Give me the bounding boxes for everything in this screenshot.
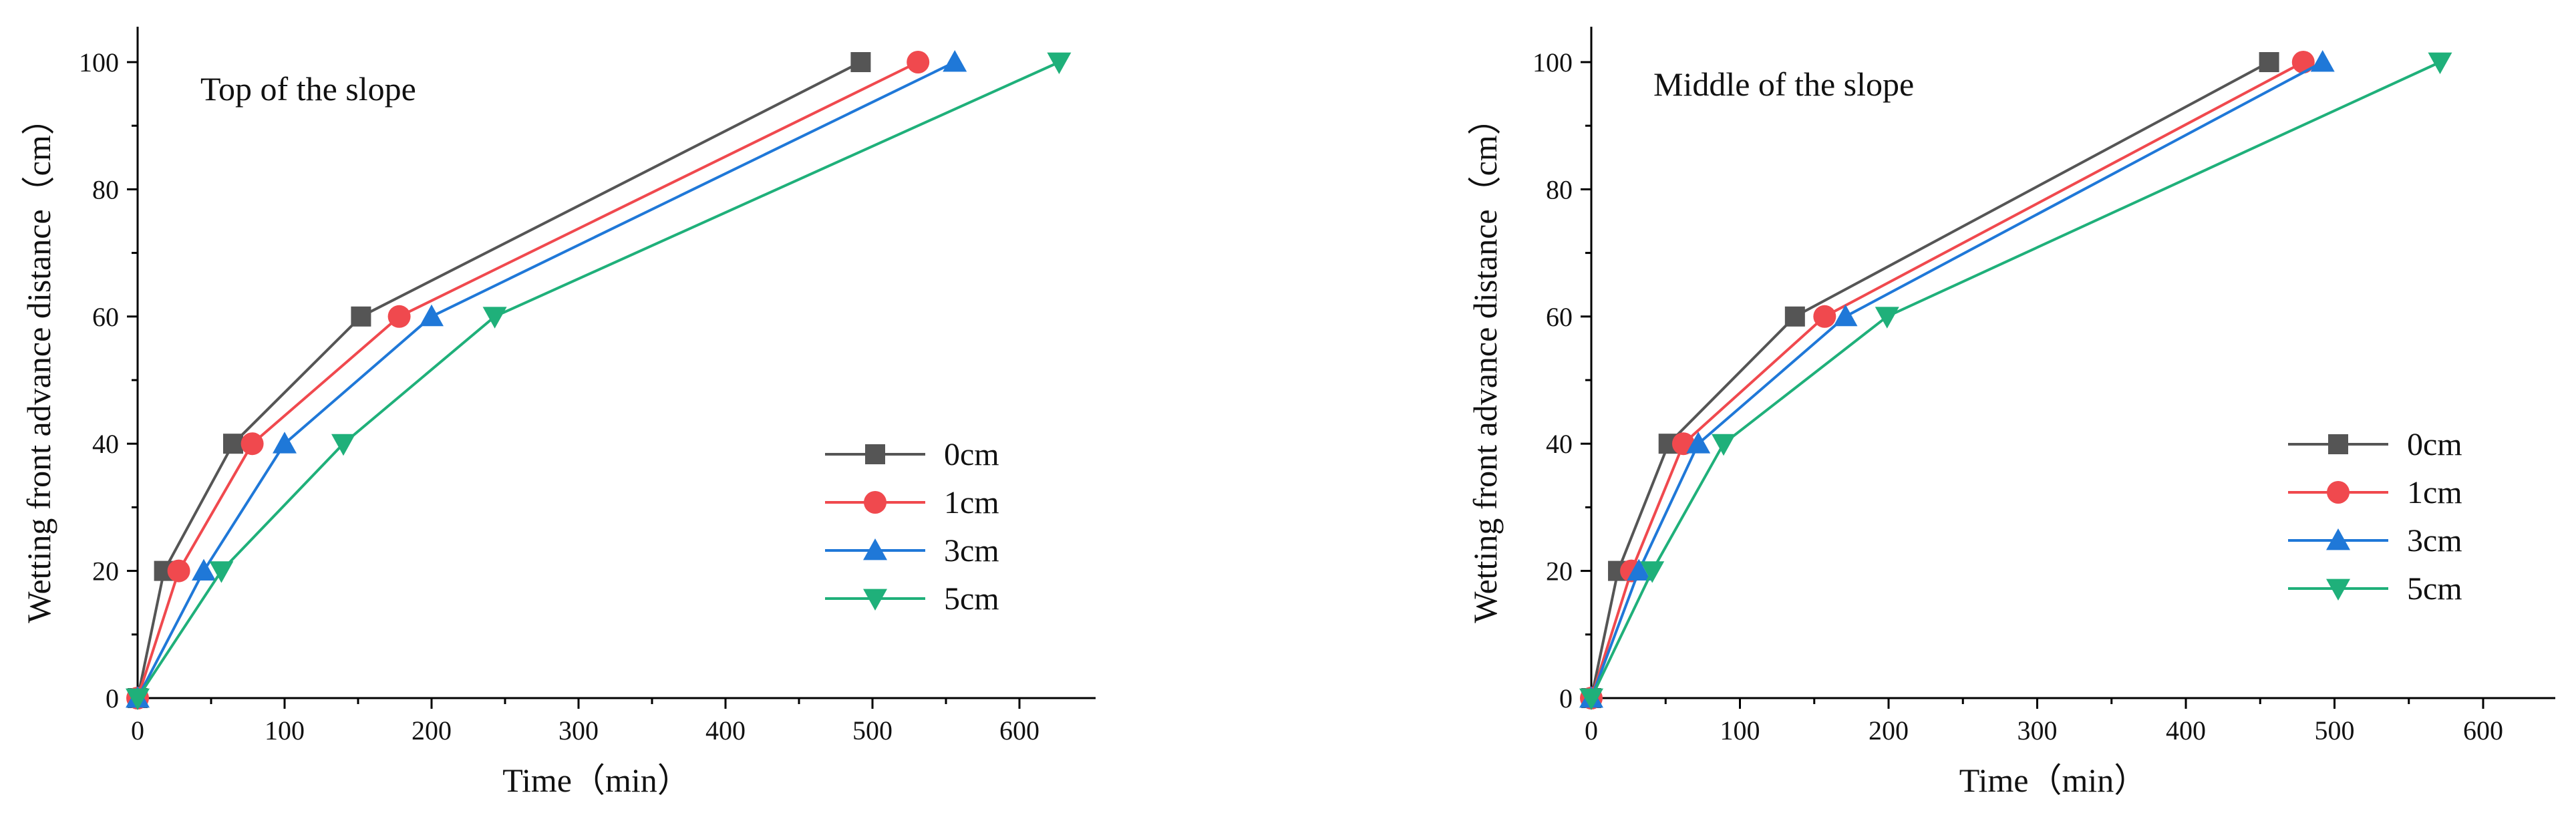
- y-tick-label: 80: [92, 174, 119, 204]
- legend-label-3cm: 3cm: [944, 533, 999, 568]
- data-point-0cm: [850, 52, 871, 72]
- y-axis-label: Wetting front advance distance（cm）: [1466, 102, 1504, 623]
- y-tick-label: 0: [1559, 683, 1573, 713]
- series-line-0cm: [136, 61, 862, 699]
- data-point-5cm: [209, 561, 234, 583]
- data-point-3cm: [943, 50, 967, 72]
- legend-label-3cm: 3cm: [2407, 523, 2462, 558]
- data-point-5cm: [126, 688, 150, 710]
- data-point-5cm: [482, 307, 507, 329]
- data-point-0cm: [351, 306, 371, 327]
- x-tick-label: 300: [558, 715, 599, 746]
- series-line-0cm: [1590, 61, 2270, 699]
- x-tick-label: 200: [1869, 715, 1909, 746]
- data-point-0cm: [2259, 52, 2279, 72]
- legend-label-1cm: 1cm: [2407, 475, 2462, 510]
- x-tick-label: 100: [1720, 715, 1760, 746]
- data-point-3cm: [192, 558, 216, 581]
- data-point-0cm: [223, 434, 243, 454]
- series-line-1cm: [136, 61, 919, 699]
- data-point-1cm: [2291, 51, 2315, 73]
- legend-marker-1cm: [864, 491, 887, 514]
- x-tick-label: 500: [2315, 715, 2355, 746]
- x-tick-label: 600: [2463, 715, 2503, 746]
- y-tick-label: 60: [92, 302, 119, 332]
- legend-label-0cm: 0cm: [944, 437, 999, 472]
- y-tick-label: 40: [92, 429, 119, 459]
- data-point-3cm: [1833, 304, 1858, 327]
- data-point-1cm: [907, 51, 930, 73]
- y-tick-label: 40: [1546, 429, 1573, 459]
- x-tick-label: 300: [2018, 715, 2058, 746]
- y-tick-label: 0: [106, 683, 119, 713]
- data-point-1cm: [387, 305, 411, 328]
- data-point-5cm: [1047, 52, 1072, 74]
- y-tick-label: 20: [1546, 556, 1573, 587]
- series-line-5cm: [1590, 61, 2441, 699]
- data-point-5cm: [331, 434, 355, 456]
- data-point-1cm: [167, 559, 190, 583]
- legend-label-5cm: 5cm: [944, 581, 999, 617]
- data-point-1cm: [1813, 305, 1836, 328]
- y-tick-label: 60: [1546, 302, 1573, 332]
- data-point-3cm: [1686, 432, 1711, 454]
- x-tick-label: 0: [1585, 715, 1598, 746]
- series-line-3cm: [136, 61, 956, 699]
- data-point-5cm: [2428, 52, 2452, 74]
- legend-marker-0cm: [865, 444, 885, 464]
- chart-panel-2: 0 100 200 300 400 500 600 0 20 40 60 80 100 Time（min）…: [1466, 27, 2555, 799]
- x-axis-label: Time（min）: [1959, 762, 2148, 799]
- x-axis-label: Time（min）: [502, 762, 691, 799]
- y-tick-label: 20: [92, 556, 119, 587]
- legend-marker-3cm: [2326, 528, 2350, 550]
- series-line-5cm: [136, 61, 1060, 699]
- x-tick-label: 100: [265, 715, 305, 746]
- series-line-1cm: [1590, 61, 2304, 699]
- x-tick-label: 600: [999, 715, 1039, 746]
- data-point-3cm: [1627, 558, 1651, 581]
- y-tick-label: 100: [1533, 47, 1573, 77]
- chart-title: Middle of the slope: [1653, 65, 1914, 103]
- chart-title: Top of the slope: [200, 70, 416, 108]
- chart-panel-1: 0 100 200 300 400 500 600 0 20 40 60 80 100 Time（min）…: [20, 27, 1096, 799]
- x-tick-label: 400: [2166, 715, 2206, 746]
- legend-marker-5cm: [863, 589, 887, 611]
- y-axis-label: Wetting front advance distance（cm）: [20, 102, 57, 623]
- legend-marker-5cm: [2326, 579, 2350, 601]
- data-point-0cm: [1784, 306, 1805, 327]
- legend-label-5cm: 5cm: [2407, 571, 2462, 607]
- legend-label-1cm: 1cm: [944, 485, 999, 520]
- data-point-5cm: [1712, 434, 1736, 456]
- legend-marker-0cm: [2328, 434, 2348, 454]
- data-point-1cm: [240, 432, 264, 456]
- x-tick-label: 500: [852, 715, 893, 746]
- data-point-5cm: [1640, 561, 1665, 583]
- y-tick-label: 100: [79, 47, 119, 77]
- x-tick-label: 0: [131, 715, 144, 746]
- data-point-5cm: [1875, 307, 1899, 329]
- y-tick-label: 80: [1546, 174, 1573, 204]
- x-tick-label: 400: [705, 715, 746, 746]
- data-point-5cm: [1579, 688, 1603, 710]
- series-line-3cm: [1590, 61, 2323, 699]
- legend-marker-1cm: [2327, 481, 2350, 504]
- data-point-3cm: [420, 304, 444, 327]
- legend-marker-3cm: [863, 538, 887, 560]
- legend-label-0cm: 0cm: [2407, 427, 2462, 462]
- data-point-3cm: [2310, 50, 2335, 72]
- x-tick-label: 200: [412, 715, 452, 746]
- data-point-3cm: [273, 432, 297, 454]
